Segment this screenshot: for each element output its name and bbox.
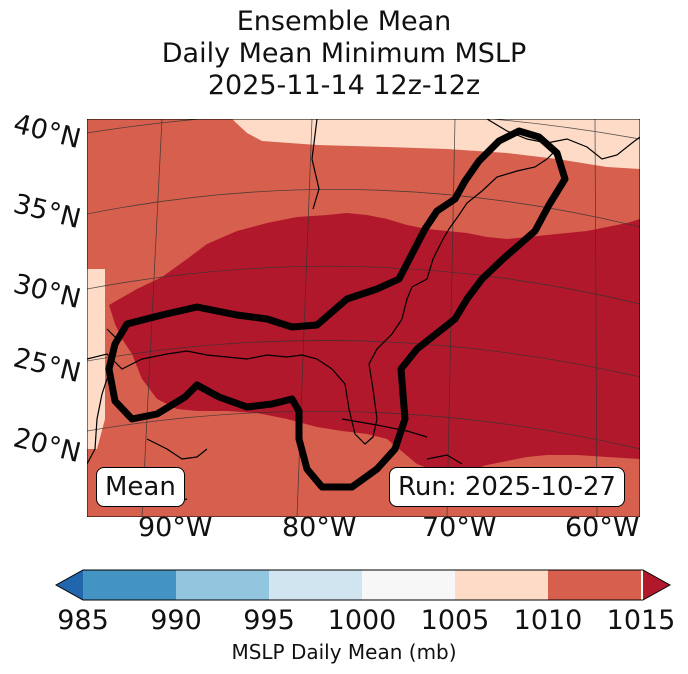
title-line-2: Daily Mean Minimum MSLP [161,38,527,69]
colorbar-cell [362,570,455,600]
lon-label-80w: 80°W [282,512,357,543]
colorbar-cell [548,570,641,600]
light-pressure-north [232,119,640,169]
lat-label-20: 20°N [10,422,84,470]
colorbar-extend-low [56,570,83,600]
mean-box: Mean [96,467,185,507]
cb-tick-990: 990 [150,605,202,636]
title-line-3: 2025-11-14 12z-12z [207,70,481,101]
cb-tick-1015: 1015 [606,605,676,636]
cb-tick-995: 995 [243,605,295,636]
lat-label-25: 25°N [10,342,84,390]
colorbar-cell [455,570,548,600]
lon-label-90w: 90°W [138,512,213,543]
colorbar-cell [83,570,176,600]
colorbar-label: MSLP Daily Mean (mb) [231,640,457,664]
cb-tick-985: 985 [57,605,109,636]
pressure-contour [105,127,569,491]
colorbar-cell [176,570,269,600]
colorbar-cell [269,570,362,600]
title-line-1: Ensemble Mean [236,6,452,37]
colorbar-extend-high [643,570,670,600]
cb-tick-1005: 1005 [420,605,490,636]
cb-tick-1010: 1010 [513,605,583,636]
lon-label-60w: 60°W [565,512,640,543]
pressure-map [87,119,640,517]
lon-label-70w: 70°W [422,512,497,543]
lat-label-40: 40°N [10,108,84,156]
cb-tick-1000: 1000 [327,605,397,636]
light-pressure-west [87,269,105,459]
lat-label-30: 30°N [10,268,84,316]
run-date-box: Run: 2025-10-27 [389,467,625,507]
colorbar [55,569,671,601]
lat-label-35: 35°N [10,188,84,236]
